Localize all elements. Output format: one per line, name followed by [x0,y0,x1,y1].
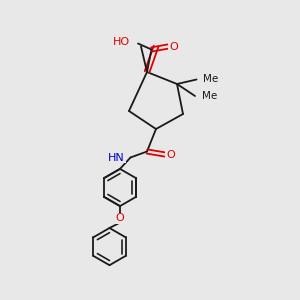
Text: O: O [169,41,178,52]
Text: HO: HO [113,37,130,47]
Text: O: O [116,213,124,223]
Text: HN: HN [108,152,125,163]
Text: Me: Me [203,74,218,85]
Text: Me: Me [202,91,217,101]
Text: O: O [166,149,175,160]
